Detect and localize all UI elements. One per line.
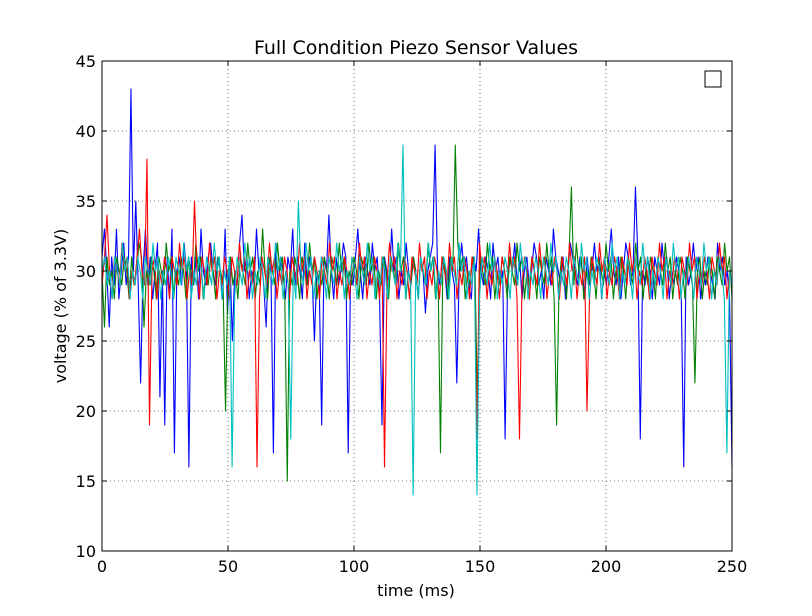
y-tick-label: 15 <box>76 472 96 491</box>
y-tick-label: 30 <box>76 262 96 281</box>
x-tick-label: 150 <box>465 557 496 576</box>
grid-lines <box>102 61 732 551</box>
x-axis-label: time (ms) <box>377 581 455 600</box>
y-tick-label: 20 <box>76 402 96 421</box>
y-tick-label: 10 <box>76 542 96 561</box>
y-axis-label: voltage (% of 3.3V) <box>51 229 70 384</box>
series-line-cyan <box>101 144 733 496</box>
legend <box>704 70 722 88</box>
y-tick-label: 40 <box>76 122 96 141</box>
chart-title: Full Condition Piezo Sensor Values <box>254 37 578 59</box>
x-tick-label: 0 <box>97 557 107 576</box>
x-tick-label: 100 <box>339 557 370 576</box>
series-group <box>101 88 733 496</box>
series-line-green <box>101 144 733 482</box>
x-tick-label: 50 <box>218 557 238 576</box>
axis-ticks: 0 50 100 150 200 250 10 15 20 25 30 35 40 45 <box>76 52 748 576</box>
x-tick-label: 200 <box>591 557 622 576</box>
legend-box <box>704 70 722 88</box>
y-tick-label: 25 <box>76 332 96 351</box>
plot-frame <box>101 60 733 552</box>
x-tick-label: 250 <box>717 557 748 576</box>
series-line-red <box>101 158 733 468</box>
y-tick-label: 35 <box>76 192 96 211</box>
y-tick-label: 45 <box>76 52 96 71</box>
